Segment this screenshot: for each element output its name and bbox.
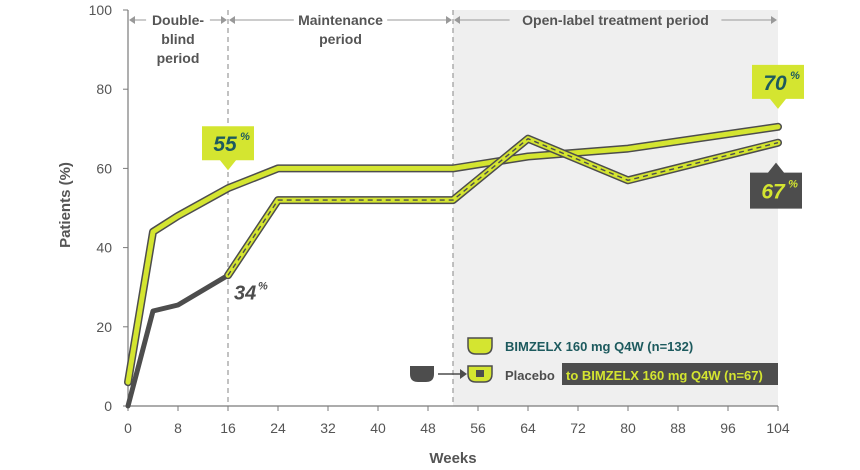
callout-3-unit: % bbox=[788, 179, 798, 191]
legend-label-switch: to BIMZELX 160 mg Q4W (n=67) bbox=[566, 368, 763, 383]
legend-label-placebo: Placebo bbox=[505, 368, 555, 383]
callout-0-box bbox=[202, 126, 254, 171]
legend-arrow-head bbox=[460, 369, 467, 379]
legend: BIMZELX 160 mg Q4W (n=132) Placebo to BIMZ… bbox=[410, 337, 778, 385]
period-arrow-left-1 bbox=[229, 16, 235, 24]
x-tick-label-8: 64 bbox=[520, 420, 536, 436]
period-label-1: Maintenance period bbox=[298, 12, 383, 47]
callout-3-value: 67 bbox=[761, 181, 786, 204]
period-annotations-layer: Double-blind period Maintenance period Open-… bbox=[129, 12, 777, 66]
y-axis-title: Patients (%) bbox=[57, 162, 74, 248]
shaded-region-layer bbox=[227, 10, 778, 406]
period-arrow-right-1 bbox=[446, 16, 452, 24]
period-arrow-left-0 bbox=[129, 16, 135, 24]
x-tick-label-6: 48 bbox=[420, 420, 436, 436]
callout-1-value: 34 bbox=[234, 282, 256, 304]
x-tick-label-2: 16 bbox=[220, 420, 236, 436]
axes-layer: 0 20 40 60 80 100 0 8 16 24 32 40 48 56 64 72 80 88 96 104 bbox=[89, 2, 790, 436]
x-axis-title: Weeks bbox=[429, 450, 476, 467]
y-tick-label-0: 0 bbox=[104, 398, 112, 414]
y-tick-label-5: 100 bbox=[89, 2, 113, 18]
period-label-line: period bbox=[319, 31, 362, 47]
callout-2-unit: % bbox=[790, 70, 800, 82]
legend-swatch-bimzelx bbox=[467, 337, 493, 355]
period-label-line: Open-label treatment period bbox=[522, 12, 709, 28]
period-label-2: Open-label treatment period bbox=[522, 12, 709, 28]
series-line-2-dash bbox=[227, 137, 779, 276]
period-arrow-left-2 bbox=[454, 16, 460, 24]
y-tick-label-4: 80 bbox=[96, 81, 112, 97]
legend-label-bimzelx: BIMZELX 160 mg Q4W (n=132) bbox=[505, 339, 693, 354]
legend-swatch-switch-marker bbox=[476, 370, 484, 377]
period-label-0: Double-blind period bbox=[152, 12, 204, 66]
period-label-line: Maintenance bbox=[298, 12, 383, 28]
series-layer bbox=[124, 122, 782, 409]
callout-1-unit: % bbox=[258, 280, 268, 292]
y-tick-label-1: 20 bbox=[96, 319, 112, 335]
period-arrow-right-2 bbox=[771, 16, 777, 24]
callout-2-value: 70 bbox=[763, 72, 787, 95]
x-tick-label-5: 40 bbox=[370, 420, 386, 436]
period-arrow-right-0 bbox=[221, 16, 227, 24]
y-tick-label-3: 60 bbox=[96, 160, 112, 176]
y-tick-label-2: 40 bbox=[96, 240, 112, 256]
callout-0-unit: % bbox=[240, 131, 250, 143]
period-label-line: period bbox=[157, 50, 200, 66]
x-tick-label-9: 72 bbox=[570, 420, 586, 436]
x-tick-label-7: 56 bbox=[470, 420, 486, 436]
callout-0-value: 55 bbox=[213, 133, 237, 156]
x-tick-label-10: 80 bbox=[620, 420, 636, 436]
callout-2-box bbox=[752, 64, 804, 109]
shaded-region-2 bbox=[453, 10, 778, 406]
x-tick-label-12: 96 bbox=[720, 420, 736, 436]
series-line-1 bbox=[125, 272, 231, 409]
callout-3-box bbox=[750, 162, 802, 209]
period-label-line: Double- bbox=[152, 12, 204, 28]
period-label-line: blind bbox=[161, 31, 194, 47]
x-tick-label-0: 0 bbox=[124, 420, 132, 436]
legend-highlight-box bbox=[562, 363, 778, 385]
x-tick-label-1: 8 bbox=[174, 420, 182, 436]
x-tick-label-13: 104 bbox=[766, 420, 790, 436]
x-tick-label-4: 32 bbox=[320, 420, 336, 436]
legend-swatch-placebo bbox=[410, 366, 434, 382]
x-tick-label-11: 88 bbox=[670, 420, 686, 436]
callouts-layer: 55 %34 %70 %67% bbox=[202, 64, 804, 304]
x-tick-label-3: 24 bbox=[270, 420, 286, 436]
